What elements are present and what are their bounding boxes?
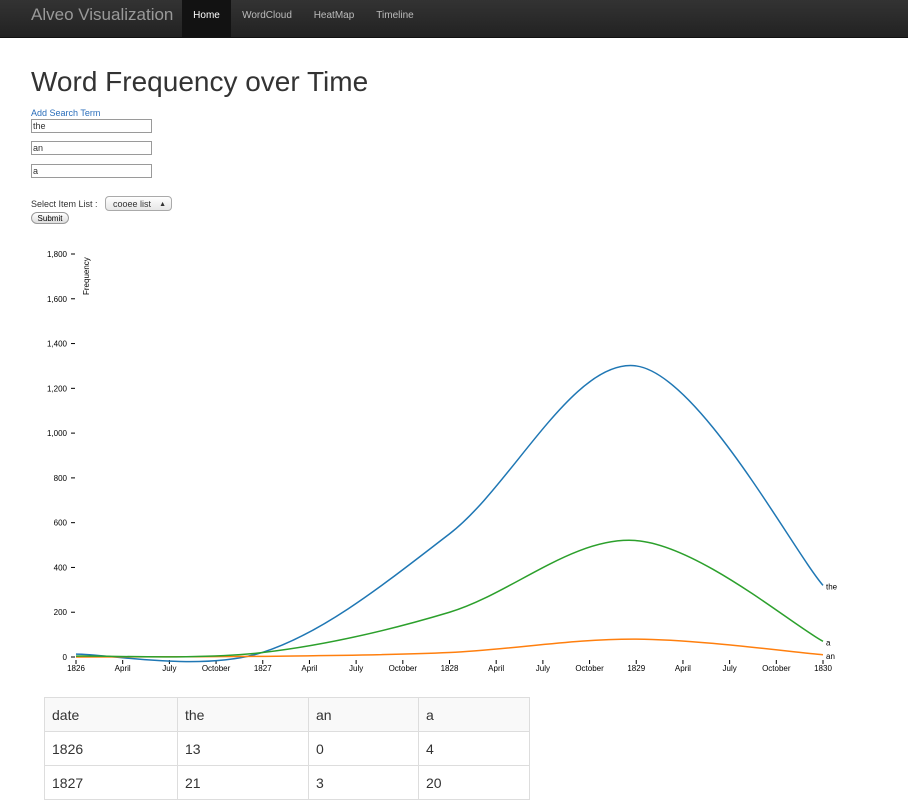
- x-tick-label: 1826: [67, 664, 85, 673]
- y-tick-label: 200: [54, 608, 68, 617]
- table-row: 1827 21 3 20: [44, 765, 530, 800]
- series-label-an: an: [826, 652, 835, 661]
- series-lines: [75, 365, 824, 663]
- series-line-a: [75, 539, 824, 658]
- x-tick-label: April: [115, 664, 131, 673]
- table-cell: 20: [418, 765, 530, 800]
- nav-wordcloud[interactable]: WordCloud: [242, 10, 292, 21]
- table-cell: 1826: [44, 731, 178, 766]
- x-tick-label: 1830: [814, 664, 832, 673]
- select-arrows-icon: ▲: [159, 201, 166, 208]
- y-tick-label: 400: [54, 563, 68, 572]
- page-title: Word Frequency over Time: [31, 66, 369, 97]
- frequency-line-chart: 0 200 400 600 800 1,000 1,200 1,400 1,600 1,800 1…: [47, 250, 838, 673]
- y-tick-label: 1,800: [47, 250, 68, 259]
- table-cell: 13: [177, 731, 309, 766]
- y-axis-label: Frequency: [82, 257, 91, 295]
- search-term-input-3[interactable]: [31, 164, 152, 178]
- nav-timeline[interactable]: Timeline: [376, 10, 414, 21]
- series-line-an: [75, 638, 824, 658]
- table-header-row: date the an a: [44, 697, 530, 732]
- top-navbar: Alveo Visualization Home WordCloud HeatM…: [0, 0, 908, 38]
- x-tick-label: October: [762, 664, 791, 673]
- add-search-term-link[interactable]: Add Search Term: [31, 108, 101, 118]
- series-label-the: the: [826, 582, 838, 591]
- table-header-the: the: [177, 697, 309, 732]
- table-header-date: date: [44, 697, 178, 732]
- y-tick-label: 0: [63, 653, 68, 662]
- item-list-selected-value: cooee list: [113, 199, 152, 209]
- item-list-label: Select Item List :: [31, 199, 98, 209]
- table-cell: 4: [418, 731, 530, 766]
- table-cell: 21: [177, 765, 309, 800]
- y-tick-label: 1,000: [47, 429, 68, 438]
- y-axis: 0 200 400 600 800 1,000 1,200 1,400 1,600 1,800: [47, 250, 75, 662]
- search-term-input-2[interactable]: [31, 141, 152, 155]
- table-header-a: a: [418, 697, 530, 732]
- nav-home[interactable]: Home: [182, 0, 231, 37]
- x-tick-label: 1829: [627, 664, 645, 673]
- x-tick-label: July: [723, 664, 737, 673]
- x-axis: 1826 April July October 1827 April July October…: [67, 660, 832, 673]
- y-tick-label: 1,200: [47, 384, 68, 393]
- table-cell: 0: [308, 731, 419, 766]
- series-line-the: [75, 365, 824, 663]
- brand-title[interactable]: Alveo Visualization: [31, 5, 174, 24]
- x-tick-label: 1828: [441, 664, 459, 673]
- series-labels: the an a: [826, 582, 838, 660]
- y-tick-label: 1,400: [47, 340, 68, 349]
- table-cell: 1827: [44, 765, 178, 800]
- y-tick-label: 600: [54, 519, 68, 528]
- series-label-a: a: [826, 638, 831, 647]
- item-list-select[interactable]: cooee list ▲: [105, 196, 172, 211]
- submit-button[interactable]: Submit: [31, 212, 69, 224]
- x-tick-label: April: [488, 664, 504, 673]
- y-tick-label: 1,600: [47, 295, 68, 304]
- x-tick-label: October: [202, 664, 231, 673]
- x-tick-label: July: [349, 664, 363, 673]
- x-tick-label: July: [536, 664, 550, 673]
- x-tick-label: July: [162, 664, 176, 673]
- nav-heatmap[interactable]: HeatMap: [313, 10, 355, 21]
- table-row: 1826 13 0 4: [44, 731, 530, 766]
- table-header-an: an: [308, 697, 419, 732]
- x-tick-label: April: [675, 664, 691, 673]
- x-tick-label: October: [575, 664, 604, 673]
- table-cell: 3: [308, 765, 419, 800]
- x-tick-label: 1827: [254, 664, 272, 673]
- y-tick-label: 800: [54, 474, 68, 483]
- x-tick-label: April: [301, 664, 317, 673]
- frequency-table: date the an a 1826 13 0 4 1827 21 3 20: [44, 697, 530, 800]
- search-term-input-1[interactable]: [31, 119, 152, 133]
- x-tick-label: October: [389, 664, 418, 673]
